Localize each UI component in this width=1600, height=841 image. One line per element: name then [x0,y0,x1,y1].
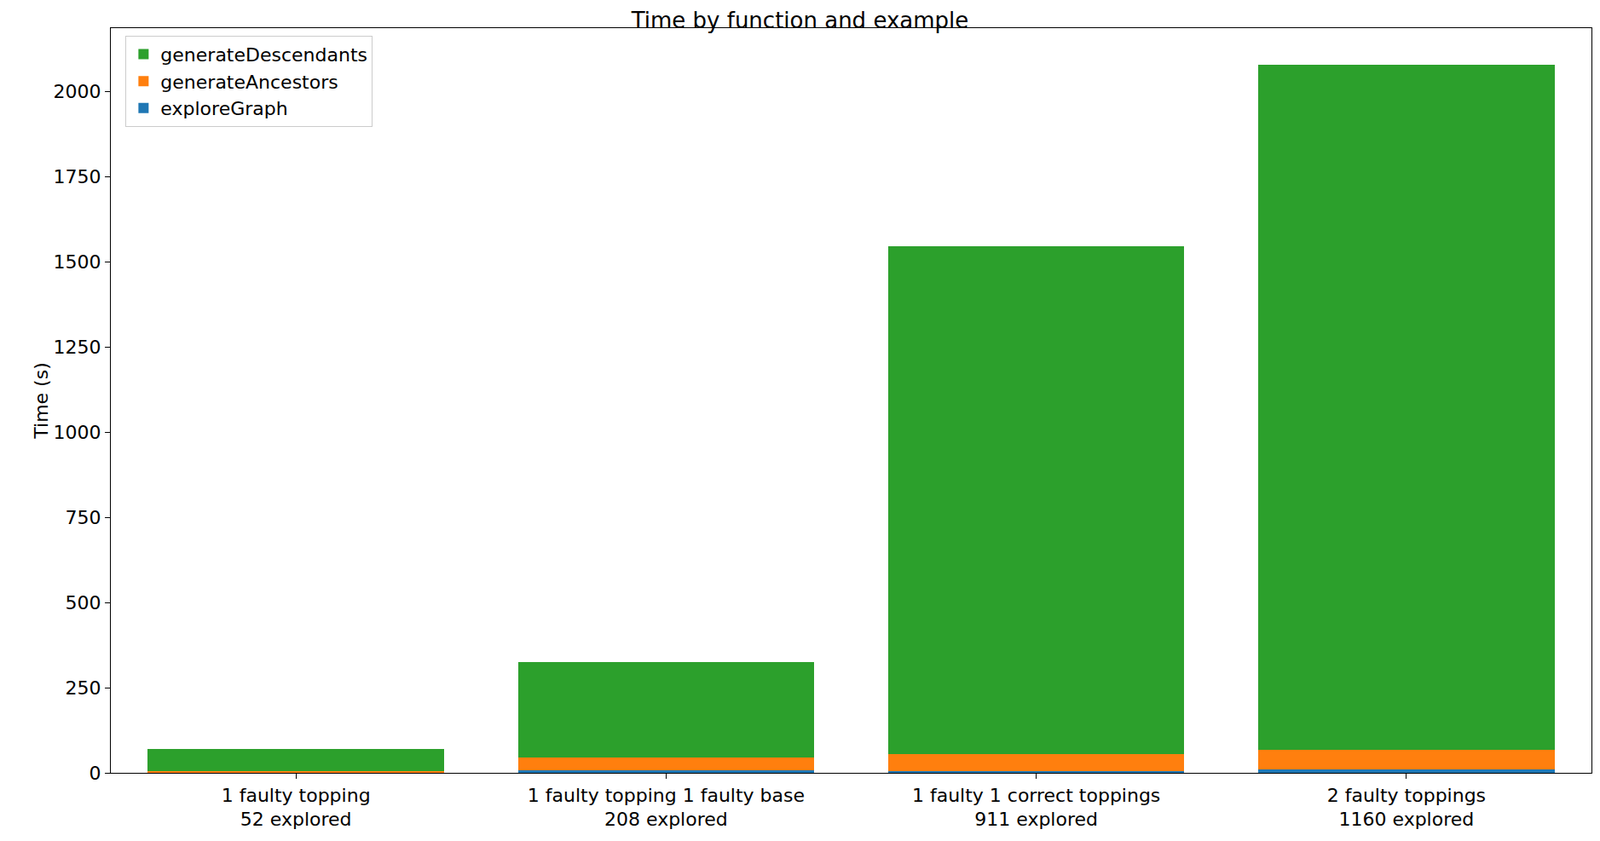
svg-text:exploreGraph: exploreGraph [160,98,288,120]
svg-text:2000: 2000 [53,80,102,103]
svg-text:Time by function and example: Time by function and example [630,7,970,34]
svg-text:1 faulty topping 1 faulty base: 1 faulty topping 1 faulty base208 explor… [527,785,805,832]
svg-text:2 faulty toppings1160 explored: 2 faulty toppings1160 explored [1327,785,1486,832]
svg-text:generateAncestors: generateAncestors [160,71,338,93]
svg-text:Time (s): Time (s) [30,362,52,439]
svg-text:250: 250 [65,677,102,699]
svg-text:1500: 1500 [53,251,102,273]
svg-text:1000: 1000 [53,421,102,444]
svg-text:1 faulty topping52 explored: 1 faulty topping52 explored [221,785,371,832]
svg-text:500: 500 [65,592,102,614]
svg-text:1 faulty 1 correct toppings911: 1 faulty 1 correct toppings911 explored [912,785,1161,832]
svg-text:750: 750 [65,507,102,529]
svg-text:1250: 1250 [53,336,102,359]
svg-text:1750: 1750 [53,166,102,188]
svg-text:generateDescendants: generateDescendants [160,44,368,66]
svg-text:0: 0 [89,762,102,785]
